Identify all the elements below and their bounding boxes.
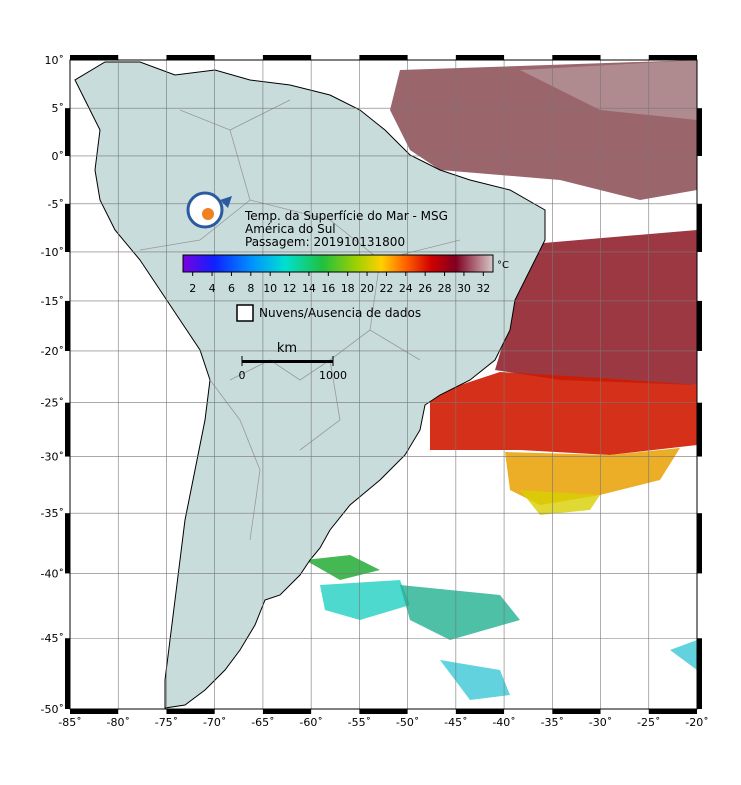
frame-band <box>65 203 70 252</box>
frame-band <box>70 709 119 714</box>
title-line: América do Sul <box>245 222 336 236</box>
frame-band <box>65 108 70 156</box>
frame-bands <box>65 55 702 714</box>
frame-band <box>697 513 702 574</box>
frame-band <box>65 513 70 574</box>
colorbar-tick-label: 24 <box>399 282 413 295</box>
frame-band <box>65 638 70 709</box>
scale-tick-label: 0 <box>239 369 246 382</box>
frame-band <box>359 709 408 714</box>
colorbar-tick-label: 10 <box>263 282 277 295</box>
frame-band <box>166 55 215 60</box>
legend-label: Nuvens/Ausencia de dados <box>259 306 421 320</box>
colorbar-tick-label: 2 <box>189 282 196 295</box>
frame-band <box>697 402 702 457</box>
colorbar-tick-label: 30 <box>457 282 471 295</box>
scale-bar: 0 1000 <box>239 356 347 382</box>
colorbar-ticks: 2 4 6 8 10 12 14 16 18 20 22 24 26 28 30 32 <box>189 272 490 295</box>
scale-line <box>242 360 333 363</box>
colorbar-tick-label: 22 <box>379 282 393 295</box>
x-tick-label: -70˚ <box>203 716 226 729</box>
x-tick-label: -80˚ <box>106 716 129 729</box>
frame-band <box>166 709 215 714</box>
colorbar-tick-label: 14 <box>302 282 316 295</box>
colorbar-tick-label: 4 <box>209 282 216 295</box>
x-tick-label: -35˚ <box>541 716 564 729</box>
x-tick-label: -55˚ <box>348 716 371 729</box>
frame-band <box>455 709 505 714</box>
x-tick-label: -50˚ <box>396 716 419 729</box>
y-tick-label: -20˚ <box>41 345 64 358</box>
y-tick-label: 0˚ <box>52 150 65 163</box>
frame-band <box>552 709 601 714</box>
x-tick-label: -30˚ <box>589 716 612 729</box>
y-tick-label: -30˚ <box>41 451 64 464</box>
frame-band <box>455 55 505 60</box>
country-borders <box>139 99 461 541</box>
scale-unit: km <box>277 341 297 356</box>
frame-band <box>552 55 601 60</box>
sst-patches <box>305 60 697 700</box>
colorbar-tick-label: 18 <box>341 282 355 295</box>
frame-band <box>697 108 702 156</box>
colorbar-tick-label: 20 <box>360 282 374 295</box>
frame-band <box>648 55 697 60</box>
colorbar-tick-label: 28 <box>438 282 452 295</box>
x-tick-label: -60˚ <box>299 716 322 729</box>
colorbar-tick-label: 12 <box>283 282 297 295</box>
axis-labels: -85˚ -80˚ -75˚ -70˚ -65˚ -60˚ -55˚ -50˚ -45˚ -40˚… <box>41 54 709 729</box>
y-tick-label: -45˚ <box>41 632 64 645</box>
scale-tick-label: 1000 <box>319 369 347 382</box>
frame-band <box>697 300 702 351</box>
colorbar <box>182 254 494 273</box>
frame-band <box>70 55 119 60</box>
colorbar-tick-label: 6 <box>228 282 235 295</box>
colorbar-tick-label: 16 <box>321 282 335 295</box>
map-content <box>74 60 697 709</box>
colorbar-tick-label: 8 <box>247 282 254 295</box>
frame-band <box>65 402 70 457</box>
x-tick-label: -45˚ <box>444 716 467 729</box>
colorbar-tick-label: 32 <box>476 282 490 295</box>
frame-band <box>697 638 702 709</box>
y-tick-label: -40˚ <box>41 567 64 580</box>
colorbar-unit: °C <box>497 260 509 271</box>
y-tick-label: 5˚ <box>52 102 65 115</box>
y-tick-label: -5˚ <box>48 198 64 211</box>
x-tick-label: -25˚ <box>637 716 660 729</box>
frame-band <box>65 300 70 351</box>
frame-band <box>697 203 702 252</box>
frame-band <box>359 55 408 60</box>
y-tick-label: -50˚ <box>41 703 64 716</box>
y-tick-label: -25˚ <box>41 397 64 410</box>
y-tick-label: -35˚ <box>41 507 64 520</box>
frame-band <box>262 55 312 60</box>
frame-band <box>262 709 312 714</box>
x-tick-label: -75˚ <box>155 716 178 729</box>
legend-swatch <box>236 304 254 322</box>
y-tick-label: 10˚ <box>45 54 65 67</box>
y-tick-label: -10˚ <box>41 246 64 259</box>
logo <box>186 191 232 229</box>
title-line: Passagem: 201910131800 <box>245 235 405 249</box>
colorbar-tick-label: 26 <box>418 282 432 295</box>
x-tick-label: -20˚ <box>685 716 708 729</box>
frame-band <box>648 709 697 714</box>
x-tick-label: -65˚ <box>251 716 274 729</box>
graticule <box>69 59 698 710</box>
x-tick-label: -85˚ <box>58 716 81 729</box>
x-tick-label: -40˚ <box>492 716 515 729</box>
y-tick-label: -15˚ <box>41 295 64 308</box>
title-line: Temp. da Superfície do Mar - MSG <box>244 209 448 223</box>
